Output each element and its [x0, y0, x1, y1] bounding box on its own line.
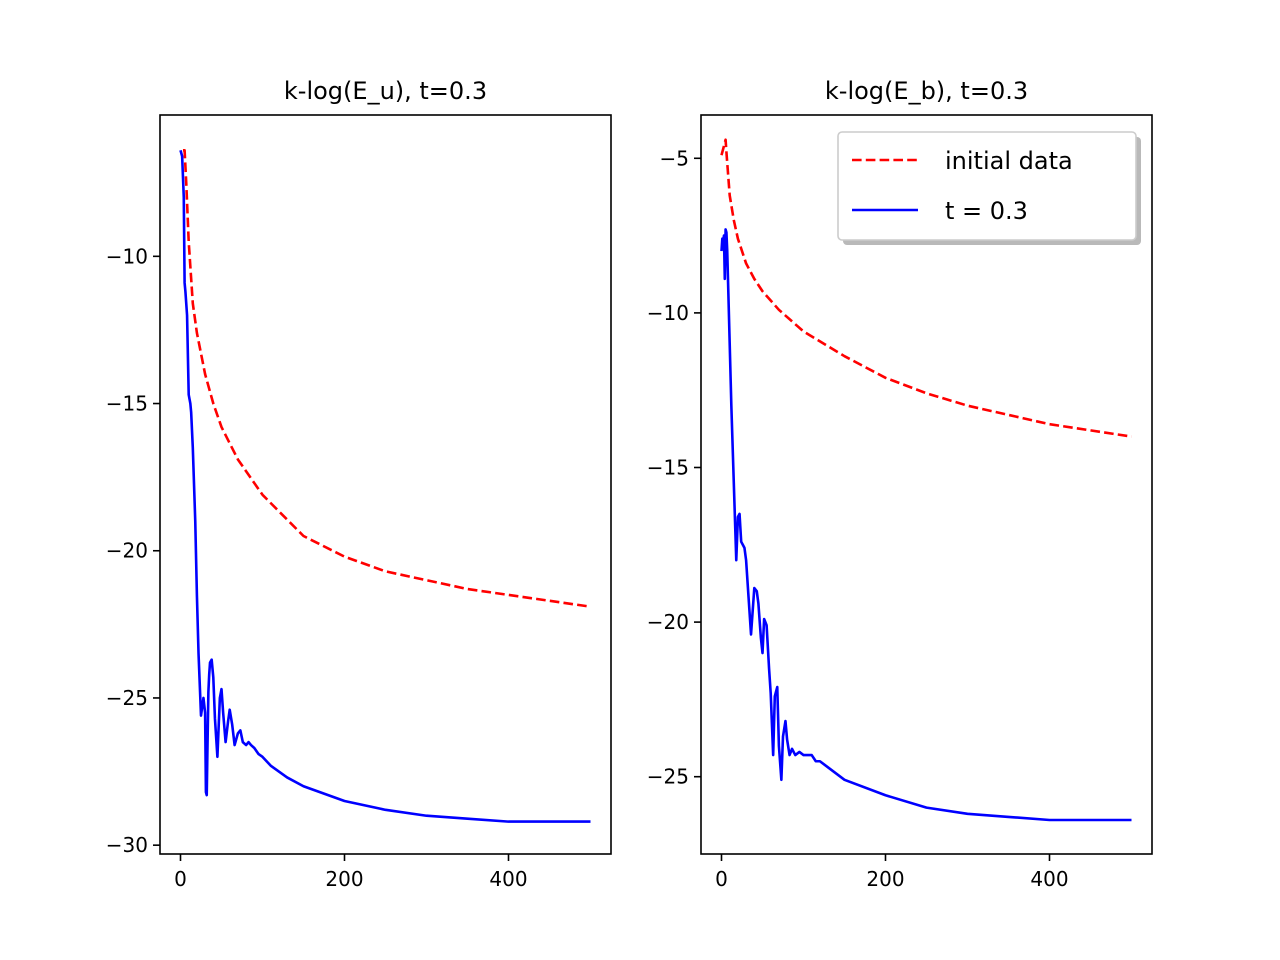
y-tick-label: −10	[647, 301, 689, 325]
x-tick-label: 0	[174, 867, 187, 891]
series-line-t-0-3	[720, 228, 1132, 822]
y-tick-label: −20	[647, 610, 689, 634]
y-tick-label: −25	[647, 765, 689, 789]
series-line-initial-data	[720, 138, 1132, 438]
y-tick-label: −15	[106, 392, 148, 416]
legend-label: t = 0.3	[945, 197, 1028, 225]
x-tick-label: 400	[1030, 867, 1068, 891]
y-tick-label: −10	[106, 244, 148, 268]
chart-title: k-log(E_u), t=0.3	[284, 77, 487, 105]
series-line-initial-data	[182, 149, 591, 608]
y-tick-label: −30	[106, 833, 148, 857]
chart-panel-e-u: 0 200 400 −10 −15 −20 −25 −30 k-log(E_u), t=0.3	[106, 77, 612, 891]
x-tick-label: 400	[489, 867, 527, 891]
y-tick-label: −15	[647, 455, 689, 479]
x-tick-label: 200	[325, 867, 363, 891]
chart-panel-e-b: 0 200 400 −5 −10 −15 −20 −25 k-log(E_b), t=0.3 in…	[647, 77, 1153, 891]
axes-frame	[700, 114, 1153, 855]
y-tick-label: −5	[660, 146, 689, 170]
x-tick-label: 200	[866, 867, 904, 891]
chart-title: k-log(E_b), t=0.3	[825, 77, 1028, 105]
x-tick-label: 0	[715, 867, 728, 891]
axes-frame	[159, 114, 612, 855]
y-tick-label: −25	[106, 686, 148, 710]
legend-label: initial data	[945, 147, 1073, 175]
y-tick-label: −20	[106, 539, 148, 563]
series-line-t-0-3	[179, 149, 591, 823]
